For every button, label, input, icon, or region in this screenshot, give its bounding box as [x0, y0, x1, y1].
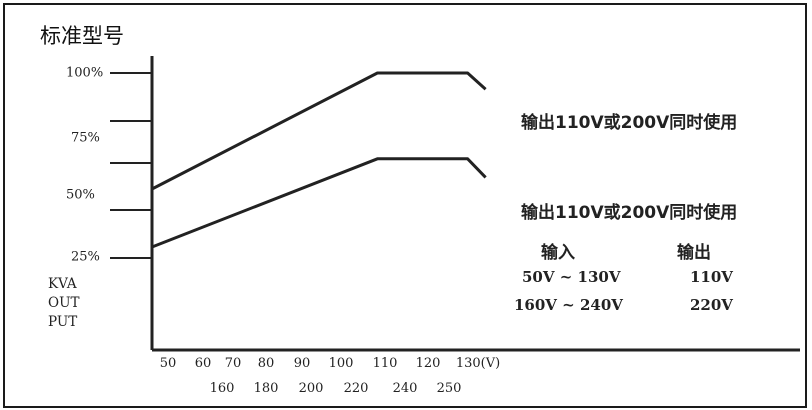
series-label-upper: 输出110V或200V同时使用	[521, 113, 738, 133]
x-tick-label: 100	[328, 356, 354, 371]
x-tick-label: 160	[209, 381, 235, 396]
x-tick-label: 250	[436, 381, 462, 396]
y-tick-label-25: 25%	[71, 249, 100, 265]
y-axis-label-line: KVA	[48, 276, 77, 292]
table-cell-input: 160V ~ 240V	[514, 296, 623, 314]
y-tick-marks	[110, 72, 152, 259]
x-tick-label: 180	[253, 381, 279, 396]
series-label-lower: 输出110V或200V同时使用	[521, 203, 738, 223]
x-tick-label: 120	[415, 356, 441, 371]
series-line-lower	[151, 157, 487, 249]
x-tick-label: 200	[298, 381, 324, 396]
y-tick-label-75: 75%	[71, 130, 100, 146]
y-tick-label-50: 50%	[66, 187, 95, 203]
x-tick-label: 240	[392, 381, 418, 396]
y-tick-label-100: 100%	[66, 65, 104, 81]
y-axis-label-line: PUT	[48, 314, 78, 330]
x-tick-label: 90	[293, 356, 311, 371]
table-header-input: 输入	[541, 243, 575, 263]
table-header-output: 输出	[677, 243, 711, 263]
chart-frame	[3, 3, 807, 408]
chart-title: 标准型号	[40, 24, 124, 48]
y-axis-label: KVA OUT PUT	[48, 275, 79, 332]
table-cell-output: 110V	[690, 268, 733, 286]
x-tick-label: 80	[257, 356, 275, 371]
x-tick-label: 110	[372, 356, 398, 371]
x-tick-label: 70	[224, 356, 242, 371]
x-tick-label: 60	[194, 356, 212, 371]
table-cell-input: 50V ~ 130V	[522, 268, 621, 286]
x-tick-label: 220	[343, 381, 369, 396]
y-axis-label-line: OUT	[48, 295, 80, 311]
table-cell-output: 220V	[690, 296, 733, 314]
series-lines	[151, 71, 487, 249]
x-tick-label: 130(V)	[455, 356, 501, 371]
series-line-upper	[151, 71, 487, 191]
x-tick-label: 50	[159, 356, 177, 371]
